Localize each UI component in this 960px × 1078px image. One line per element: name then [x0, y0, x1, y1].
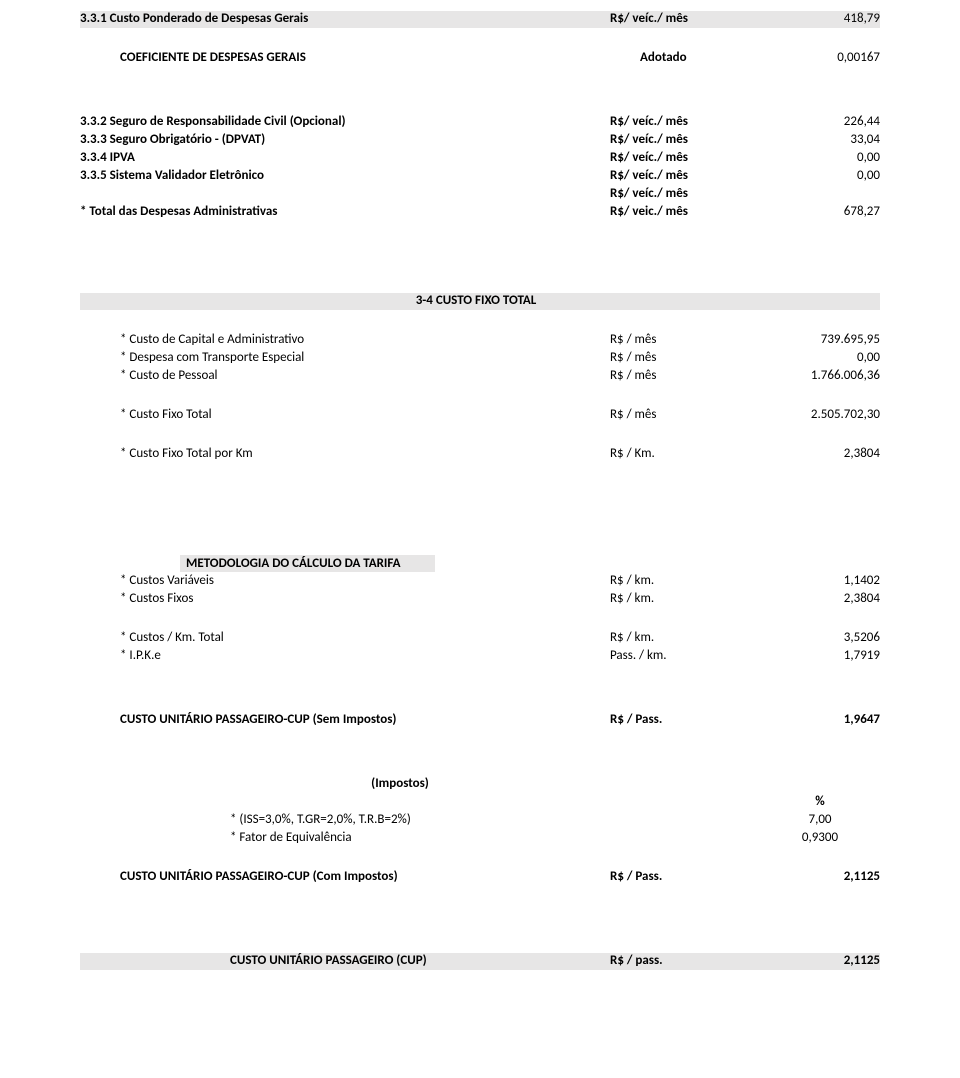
value-fixo-km: 2,3804	[760, 446, 880, 461]
label-cup-com: CUSTO UNITÁRIO PASSAGEIRO-CUP (Com Impos…	[80, 869, 610, 884]
row-transporte: * Despesa com Transporte Especial R$ / m…	[80, 350, 880, 367]
value-fixos: 2,3804	[760, 591, 880, 606]
row-fixo-km: * Custo Fixo Total por Km R$ / Km. 2,380…	[80, 446, 880, 463]
row-custos-km: * Custos / Km. Total R$ / km. 3,5206	[80, 630, 880, 647]
unit-334: R$/ veíc./ mês	[610, 150, 760, 165]
row-ipke: * I.P.K.e Pass. / km. 1,7919	[80, 648, 880, 665]
label-total-adm: * Total das Despesas Administrativas	[80, 204, 610, 219]
metodologia-banner: METODOLOGIA DO CÁLCULO DA TARIFA	[80, 555, 880, 572]
row-332: 3.3.2 Seguro de Responsabilidade Civil (…	[80, 114, 880, 131]
value-custos-km: 3,5206	[760, 630, 880, 645]
row-334: 3.3.4 IPVA R$/ veíc./ mês 0,00	[80, 150, 880, 167]
unit-cup-com: R$ / Pass.	[610, 869, 760, 884]
value-transporte: 0,00	[760, 350, 880, 365]
value-332: 226,44	[760, 114, 880, 129]
row-335: 3.3.5 Sistema Validador Eletrônico R$/ v…	[80, 168, 880, 185]
row-cup-sem: CUSTO UNITÁRIO PASSAGEIRO-CUP (Sem Impos…	[80, 712, 880, 729]
value-331: 418,79	[760, 11, 880, 26]
label-pessoal: * Custo de Pessoal	[80, 368, 610, 383]
label-capital: * Custo de Capital e Administrativo	[80, 332, 610, 347]
value-333: 33,04	[760, 132, 880, 147]
unit-fixo-km: R$ / Km.	[610, 446, 760, 461]
impostos-row: (Impostos)	[80, 776, 880, 793]
value-pessoal: 1.766.006,36	[760, 368, 880, 383]
unit-ipke: Pass. / km.	[610, 648, 760, 663]
value-ipke: 1,7919	[760, 648, 880, 663]
label-fixo-total: * Custo Fixo Total	[80, 407, 610, 422]
unit-fixos: R$ / km.	[610, 591, 760, 606]
metodologia-title: METODOLOGIA DO CÁLCULO DA TARIFA	[180, 555, 435, 572]
row-pessoal: * Custo de Pessoal R$ / mês 1.766.006,36	[80, 368, 880, 385]
value-335: 0,00	[760, 168, 880, 183]
unit-333: R$/ veíc./ mês	[610, 132, 760, 147]
value-cup-sem: 1,9647	[760, 712, 880, 727]
row-fixos: * Custos Fixos R$ / km. 2,3804	[80, 591, 880, 608]
unit-total-adm: R$/ veic./ mês	[610, 204, 760, 219]
sec34-banner: 3-4 CUSTO FIXO TOTAL	[80, 293, 880, 310]
sec34-title: 3-4 CUSTO FIXO TOTAL	[80, 293, 880, 308]
value-iss: 7,00	[760, 812, 880, 827]
value-variaveis: 1,1402	[760, 573, 880, 588]
label-cup-final: CUSTO UNITÁRIO PASSAGEIRO (CUP)	[80, 953, 610, 968]
label-331: 3.3.1 Custo Ponderado de Despesas Gerais	[80, 11, 610, 26]
row-capital: * Custo de Capital e Administrativo R$ /…	[80, 332, 880, 349]
label-variaveis: * Custos Variáveis	[80, 573, 610, 588]
value-fixo-total: 2.505.702,30	[760, 407, 880, 422]
unit-custos-km: R$ / km.	[610, 630, 760, 645]
unit-cup-sem: R$ / Pass.	[610, 712, 760, 727]
label-fixos: * Custos Fixos	[80, 591, 610, 606]
label-334: 3.3.4 IPVA	[80, 150, 610, 165]
unit-transporte: R$ / mês	[610, 350, 760, 365]
row-333: 3.3.3 Seguro Obrigatório - (DPVAT) R$/ v…	[80, 132, 880, 149]
label-ipke: * I.P.K.e	[80, 648, 610, 663]
value-pct: %	[760, 794, 880, 809]
unit-coef: Adotado	[610, 50, 760, 65]
row-331: 3.3.1 Custo Ponderado de Despesas Gerais…	[80, 11, 880, 28]
row-blank-unit: R$/ veíc./ mês	[80, 186, 880, 203]
label-333: 3.3.3 Seguro Obrigatório - (DPVAT)	[80, 132, 610, 147]
label-transporte: * Despesa com Transporte Especial	[80, 350, 610, 365]
unit-cup-final: R$ / pass.	[610, 953, 760, 968]
row-fator: * Fator de Equivalência 0,9300	[80, 830, 880, 847]
value-coef: 0,00167	[760, 50, 880, 65]
unit-blank: R$/ veíc./ mês	[610, 186, 760, 201]
unit-fixo-total: R$ / mês	[610, 407, 760, 422]
unit-335: R$/ veíc./ mês	[610, 168, 760, 183]
unit-pessoal: R$ / mês	[610, 368, 760, 383]
unit-variaveis: R$ / km.	[610, 573, 760, 588]
row-cup-com: CUSTO UNITÁRIO PASSAGEIRO-CUP (Com Impos…	[80, 869, 880, 886]
label-iss: * (ISS=3,0%, T.GR=2,0%, T.R.B=2%)	[80, 812, 610, 827]
impostos-title: (Impostos)	[80, 776, 880, 791]
unit-332: R$/ veíc./ mês	[610, 114, 760, 129]
value-cup-com: 2,1125	[760, 869, 880, 884]
value-cup-final: 2,1125	[760, 953, 880, 968]
row-coef: COEFICIENTE DE DESPESAS GERAIS Adotado 0…	[80, 50, 880, 67]
row-variaveis: * Custos Variáveis R$ / km. 1,1402	[80, 573, 880, 590]
row-iss: * (ISS=3,0%, T.GR=2,0%, T.R.B=2%) 7,00	[80, 812, 880, 829]
label-335: 3.3.5 Sistema Validador Eletrônico	[80, 168, 610, 183]
value-total-adm: 678,27	[760, 204, 880, 219]
value-capital: 739.695,95	[760, 332, 880, 347]
label-fixo-km: * Custo Fixo Total por Km	[80, 446, 610, 461]
unit-capital: R$ / mês	[610, 332, 760, 347]
label-cup-sem: CUSTO UNITÁRIO PASSAGEIRO-CUP (Sem Impos…	[80, 712, 610, 727]
value-334: 0,00	[760, 150, 880, 165]
row-total-adm: * Total das Despesas Administrativas R$/…	[80, 204, 880, 221]
row-cup-final: CUSTO UNITÁRIO PASSAGEIRO (CUP) R$ / pas…	[80, 953, 880, 970]
label-coef: COEFICIENTE DE DESPESAS GERAIS	[80, 50, 610, 65]
row-pct-header: %	[80, 794, 880, 811]
label-custos-km: * Custos / Km. Total	[80, 630, 610, 645]
row-fixo-total: * Custo Fixo Total R$ / mês 2.505.702,30	[80, 407, 880, 424]
value-fator: 0,9300	[760, 830, 880, 845]
label-332: 3.3.2 Seguro de Responsabilidade Civil (…	[80, 114, 610, 129]
label-fator: * Fator de Equivalência	[80, 830, 610, 845]
unit-331: R$/ veíc./ mês	[610, 11, 760, 26]
